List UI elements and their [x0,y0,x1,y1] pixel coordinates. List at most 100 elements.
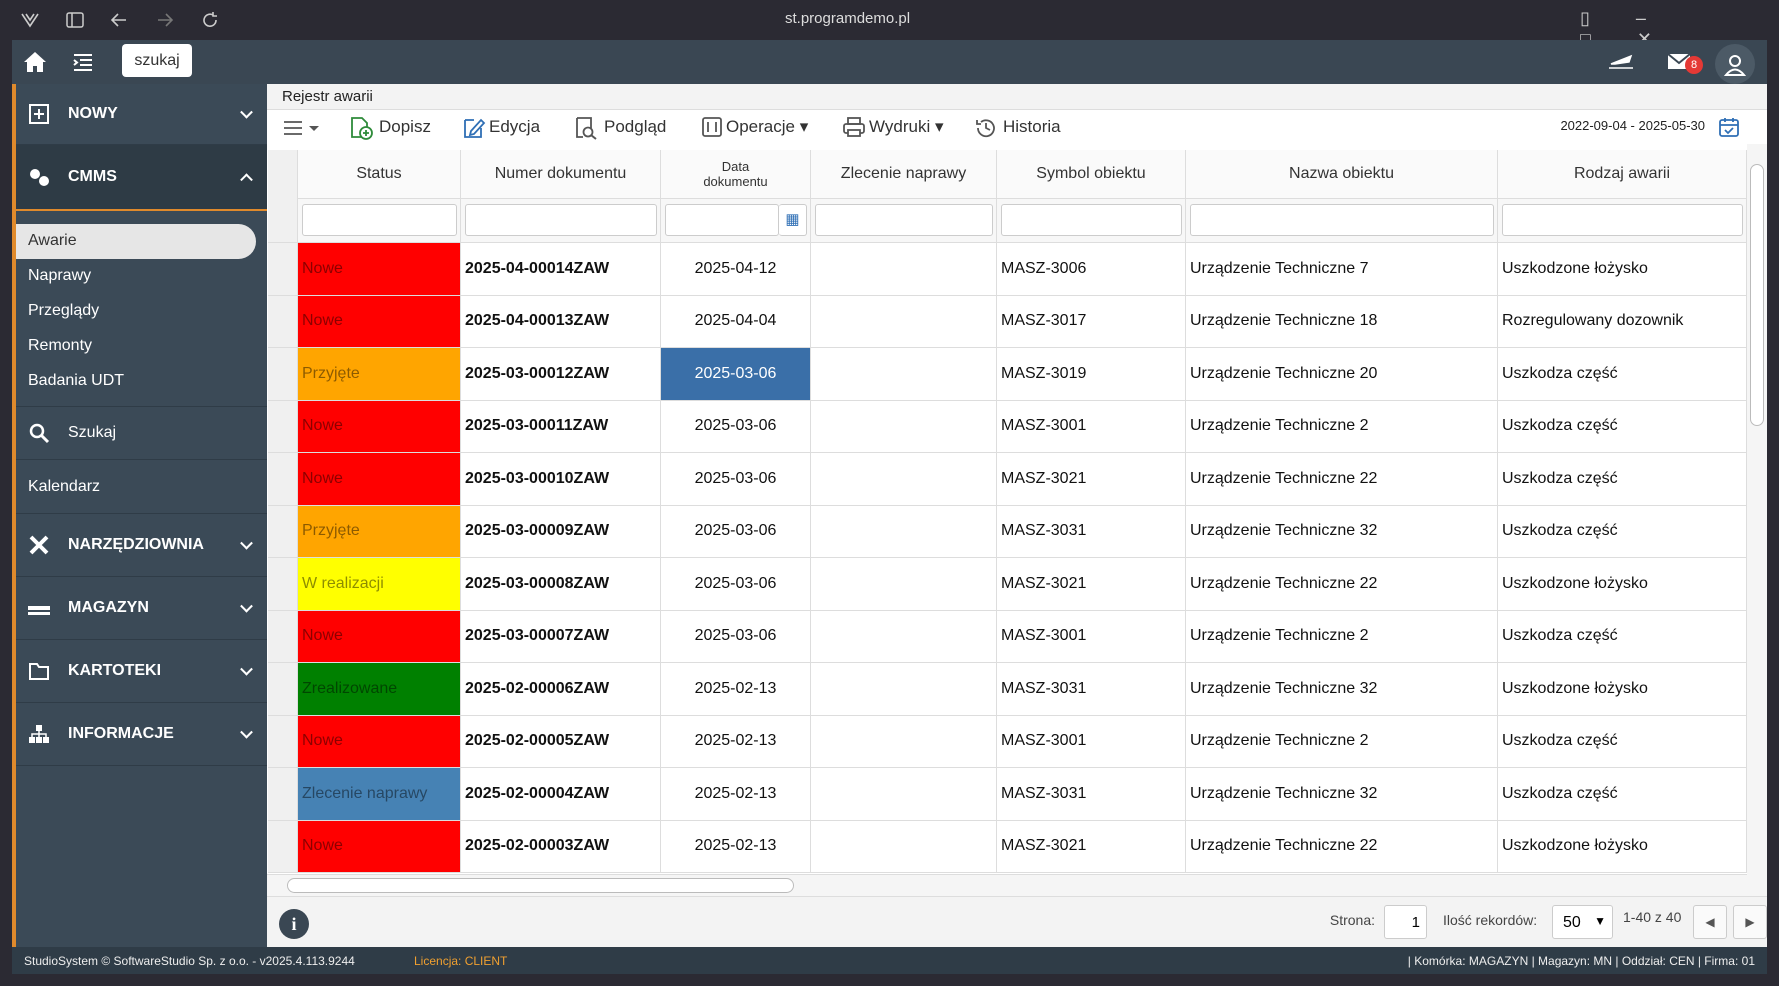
cell-type[interactable]: Uszkodza część [1498,610,1747,663]
column-header[interactable]: Symbol obiektu [997,150,1186,199]
column-header[interactable]: Data dokumentu [661,150,811,199]
cell-date[interactable]: 2025-03-06 [661,348,811,401]
view-menu[interactable] [283,120,323,136]
cell-status[interactable]: W realizacji [298,558,461,611]
cell-name[interactable]: Urządzenie Techniczne 22 [1186,453,1498,506]
cell-type[interactable]: Uszkodza część [1498,768,1747,821]
cell-type[interactable]: Uszkodzone łożysko [1498,558,1747,611]
cell-number[interactable]: 2025-03-00012ZAW [461,348,661,401]
records-select[interactable]: 50 ▼ [1552,905,1613,939]
cell-empty[interactable] [811,610,997,663]
menu-item[interactable]: Awarie [28,232,77,249]
cell-date[interactable]: 2025-03-06 [661,610,811,663]
cell-symbol[interactable]: MASZ-3019 [997,348,1186,401]
cell-symbol[interactable]: MASZ-3031 [997,505,1186,558]
cell-type[interactable]: Uszkodza część [1498,348,1747,401]
cell-symbol[interactable]: MASZ-3031 [997,768,1186,821]
cell-name[interactable]: Urządzenie Techniczne 20 [1186,348,1498,401]
cell-status[interactable]: Nowe [298,453,461,506]
cell-date[interactable]: 2025-03-06 [661,453,811,506]
date-picker[interactable]: ▦ [779,204,807,236]
menu-item[interactable]: Przeglądy [28,302,100,319]
toolbar-button[interactable]: Operacje ▾ [726,117,809,136]
cell-date[interactable]: 2025-02-13 [661,820,811,873]
column-header[interactable]: Numer dokumentu [461,150,661,199]
cell-status[interactable]: Zrealizowane [298,663,461,716]
cell-type[interactable]: Uszkodzone łożysko [1498,243,1747,296]
cell-number[interactable]: 2025-02-00006ZAW [461,663,661,716]
reload-button[interactable] [201,11,219,29]
toolbar-button[interactable]: Wydruki ▾ [869,117,944,136]
filter-input[interactable] [815,204,993,236]
cell-date[interactable]: 2025-02-13 [661,715,811,768]
cell-date[interactable]: 2025-03-06 [661,558,811,611]
filter-input[interactable] [1502,204,1743,236]
cell-status[interactable]: Zlecenie naprawy [298,768,461,821]
toolbar-button[interactable]: Historia [1003,117,1061,136]
cell-type[interactable]: Uszkodza część [1498,453,1747,506]
column-header[interactable]: Zlecenie naprawy [811,150,997,199]
cell-status[interactable]: Nowe [298,243,461,296]
cell-symbol[interactable]: MASZ-3031 [997,663,1186,716]
menu-section[interactable]: NARZĘDZIOWNIA [16,514,267,577]
cell-date[interactable]: 2025-04-12 [661,243,811,296]
sidebar-toggle[interactable] [66,12,84,28]
back-button[interactable] [110,12,128,28]
filter-input[interactable] [1190,204,1494,236]
cell-status[interactable]: Nowe [298,610,461,663]
cell-date[interactable]: 2025-02-13 [661,768,811,821]
cell-symbol[interactable]: MASZ-3001 [997,400,1186,453]
filter-input[interactable] [302,204,457,236]
cell-status[interactable]: Przyjęte [298,348,461,401]
menu-item[interactable]: Kalendarz [16,460,267,514]
toolbar-button[interactable]: Dopisz [379,117,431,136]
cell-symbol[interactable]: MASZ-3001 [997,715,1186,768]
cell-name[interactable]: Urządzenie Techniczne 2 [1186,715,1498,768]
cell-symbol[interactable]: MASZ-3021 [997,453,1186,506]
menu-section[interactable]: CMMS [16,145,267,211]
cell-number[interactable]: 2025-03-00009ZAW [461,505,661,558]
v-scrollbar[interactable] [1747,144,1767,896]
cell-type[interactable]: Rozregulowany dozownik [1498,295,1747,348]
cell-number[interactable]: 2025-03-00007ZAW [461,610,661,663]
cell-status[interactable]: Nowe [298,715,461,768]
next-page[interactable]: ▶ [1733,905,1767,939]
cell-date[interactable]: 2025-03-06 [661,400,811,453]
cell-name[interactable]: Urządzenie Techniczne 32 [1186,663,1498,716]
cell-empty[interactable] [811,768,997,821]
prev-page[interactable]: ◀ [1693,905,1727,939]
cell-empty[interactable] [811,715,997,768]
home-icon[interactable] [22,50,48,74]
forward-button[interactable] [156,12,174,28]
cell-number[interactable]: 2025-04-00013ZAW [461,295,661,348]
menu-section[interactable]: INFORMACJE [16,703,267,766]
mail-icon[interactable] [1667,52,1693,72]
date-range[interactable]: 2022-09-04 - 2025-05-30 [1560,118,1705,133]
cell-type[interactable]: Uszkodzone łożysko [1498,663,1747,716]
cell-empty[interactable] [811,820,997,873]
cell-date[interactable]: 2025-02-13 [661,663,811,716]
cell-number[interactable]: 2025-03-00010ZAW [461,453,661,506]
menu-section[interactable]: MAGAZYN [16,577,267,640]
cell-type[interactable]: Uszkodzone łożysko [1498,820,1747,873]
cell-date[interactable]: 2025-03-06 [661,505,811,558]
cell-name[interactable]: Urządzenie Techniczne 18 [1186,295,1498,348]
filter-input[interactable] [665,204,779,236]
cell-type[interactable]: Uszkodza część [1498,715,1747,768]
cell-empty[interactable] [811,295,997,348]
menu-section[interactable]: NOWY [16,84,267,145]
h-scrollbar[interactable] [267,874,1747,896]
column-header[interactable]: Rodzaj awarii [1498,150,1747,199]
cell-symbol[interactable]: MASZ-3006 [997,243,1186,296]
cell-empty[interactable] [811,453,997,506]
cell-number[interactable]: 2025-02-00003ZAW [461,820,661,873]
menu-icon[interactable] [72,52,94,72]
cell-name[interactable]: Urządzenie Techniczne 22 [1186,820,1498,873]
cell-date[interactable]: 2025-04-04 [661,295,811,348]
cell-symbol[interactable]: MASZ-3021 [997,558,1186,611]
cell-empty[interactable] [811,558,997,611]
cell-status[interactable]: Nowe [298,820,461,873]
toolbar-button[interactable]: Podgląd [604,117,667,136]
cell-type[interactable]: Uszkodza część [1498,505,1747,558]
cell-name[interactable]: Urządzenie Techniczne 2 [1186,610,1498,663]
